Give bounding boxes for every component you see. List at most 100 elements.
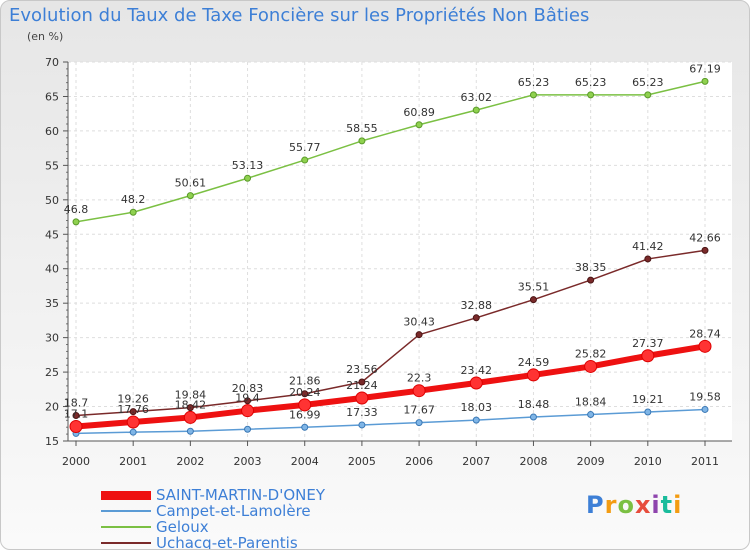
y-tick-label: 50 — [45, 194, 59, 207]
data-point-saint-martin-d-oney — [698, 339, 712, 353]
data-point-uchacq-et-parentis — [129, 408, 137, 416]
data-label-geloux: 63.02 — [461, 91, 493, 104]
data-label-campet-et-lamol-re: 16.99 — [289, 408, 321, 421]
y-tick-label: 20 — [45, 401, 59, 414]
data-label-uchacq-et-parentis: 35.51 — [518, 281, 550, 294]
legend-swatch — [101, 542, 151, 544]
data-label-uchacq-et-parentis: 41.42 — [632, 240, 664, 253]
data-label-uchacq-et-parentis: 19.26 — [117, 393, 149, 406]
data-point-geloux — [701, 77, 709, 85]
data-point-campet-et-lamol-re — [129, 428, 137, 436]
data-point-campet-et-lamol-re — [701, 405, 709, 413]
legend-label: Geloux — [156, 518, 209, 536]
data-point-uchacq-et-parentis — [415, 331, 423, 339]
data-point-geloux — [129, 208, 137, 216]
x-tick-label: 2005 — [348, 455, 376, 468]
data-label-campet-et-lamol-re: 19.58 — [689, 390, 721, 403]
data-point-uchacq-et-parentis — [301, 390, 309, 398]
data-point-saint-martin-d-oney — [641, 349, 655, 363]
data-label-campet-et-lamol-re: 18.03 — [461, 401, 493, 414]
data-point-uchacq-et-parentis — [644, 255, 652, 263]
x-tick-label: 2002 — [176, 455, 204, 468]
data-point-saint-martin-d-oney — [584, 359, 598, 373]
data-point-campet-et-lamol-re — [186, 427, 194, 435]
data-label-uchacq-et-parentis: 23.56 — [346, 363, 378, 376]
x-tick-label: 2006 — [405, 455, 433, 468]
x-tick-label: 2009 — [577, 455, 605, 468]
data-label-uchacq-et-parentis: 30.43 — [403, 316, 435, 329]
y-tick-label: 35 — [45, 297, 59, 310]
data-label-saint-martin-d-oney: 24.59 — [518, 356, 550, 369]
data-label-uchacq-et-parentis: 18.7 — [64, 397, 89, 410]
x-tick-label: 2008 — [519, 455, 547, 468]
data-point-geloux — [72, 218, 80, 226]
data-point-geloux — [472, 106, 480, 114]
data-label-geloux: 65.23 — [632, 76, 664, 89]
data-label-saint-martin-d-oney: 25.82 — [575, 347, 607, 360]
data-label-campet-et-lamol-re: 19.21 — [632, 393, 664, 406]
data-point-saint-martin-d-oney — [412, 384, 426, 398]
legend-label: Campet-et-Lamolère — [156, 502, 311, 520]
data-point-campet-et-lamol-re — [529, 413, 537, 421]
data-label-saint-martin-d-oney: 17.1 — [64, 408, 89, 421]
legend-label: SAINT-MARTIN-D'ONEY — [156, 486, 325, 504]
data-point-saint-martin-d-oney — [183, 410, 197, 424]
data-label-saint-martin-d-oney: 18.42 — [175, 398, 207, 411]
series-line-uchacq-et-parentis — [75, 249, 706, 417]
data-label-saint-martin-d-oney: 19.4 — [235, 392, 260, 405]
legend-swatch — [101, 490, 151, 500]
data-label-saint-martin-d-oney: 21.24 — [346, 379, 378, 392]
data-point-saint-martin-d-oney — [126, 415, 140, 429]
data-point-campet-et-lamol-re — [301, 423, 309, 431]
x-tick-label: 2010 — [634, 455, 662, 468]
data-point-geloux — [186, 192, 194, 200]
line-chart: 15 20 25 30 35 40 45 50 55 60 65 70 2000 2001 2002 2003… — [45, 56, 732, 468]
unit-label: (en %) — [27, 30, 64, 43]
data-point-uchacq-et-parentis — [244, 397, 252, 405]
data-label-geloux: 50.61 — [175, 177, 207, 190]
series-line-geloux — [75, 80, 706, 223]
data-point-saint-martin-d-oney — [241, 404, 255, 418]
data-label-geloux: 58.55 — [346, 122, 378, 135]
data-point-campet-et-lamol-re — [358, 421, 366, 429]
x-tick-label: 2011 — [691, 455, 719, 468]
data-label-saint-martin-d-oney: 23.42 — [461, 364, 493, 377]
data-point-saint-martin-d-oney — [469, 376, 483, 390]
data-label-saint-martin-d-oney: 28.74 — [689, 327, 721, 340]
data-point-campet-et-lamol-re — [415, 419, 423, 427]
legend-swatch — [101, 526, 151, 528]
data-label-uchacq-et-parentis: 19.84 — [175, 389, 207, 402]
data-point-uchacq-et-parentis — [587, 276, 595, 284]
data-label-geloux: 48.2 — [121, 193, 146, 206]
data-point-geloux — [644, 91, 652, 99]
data-point-geloux — [587, 91, 595, 99]
data-point-uchacq-et-parentis — [472, 314, 480, 322]
data-point-uchacq-et-parentis — [529, 296, 537, 304]
data-label-campet-et-lamol-re: 18.48 — [518, 398, 550, 411]
data-point-campet-et-lamol-re — [587, 411, 595, 419]
legend-swatch — [101, 510, 151, 512]
series-line-campet-et-lamol-re — [75, 408, 706, 435]
data-point-geloux — [244, 174, 252, 182]
x-tick-label: 2000 — [62, 455, 90, 468]
data-point-uchacq-et-parentis — [358, 378, 366, 386]
y-tick-label: 55 — [45, 159, 59, 172]
data-point-campet-et-lamol-re — [472, 416, 480, 424]
data-label-uchacq-et-parentis: 42.66 — [689, 231, 721, 244]
data-label-campet-et-lamol-re: 18.84 — [575, 396, 607, 409]
data-label-saint-martin-d-oney: 22.3 — [407, 372, 432, 385]
data-label-geloux: 65.23 — [518, 76, 550, 89]
x-tick-label: 2001 — [119, 455, 147, 468]
data-label-saint-martin-d-oney: 17.76 — [117, 403, 149, 416]
data-point-geloux — [415, 121, 423, 129]
data-point-saint-martin-d-oney — [526, 368, 540, 382]
data-label-uchacq-et-parentis: 21.86 — [289, 375, 321, 388]
legend-label: Uchacq-et-Parentis — [156, 534, 298, 550]
data-label-saint-martin-d-oney: 20.24 — [289, 386, 321, 399]
y-tick-label: 15 — [45, 435, 59, 448]
data-label-geloux: 46.8 — [64, 203, 89, 216]
y-tick-label: 70 — [45, 56, 59, 69]
y-tick-label: 60 — [45, 125, 59, 138]
plot-area — [68, 62, 732, 441]
data-label-geloux: 65.23 — [575, 76, 607, 89]
